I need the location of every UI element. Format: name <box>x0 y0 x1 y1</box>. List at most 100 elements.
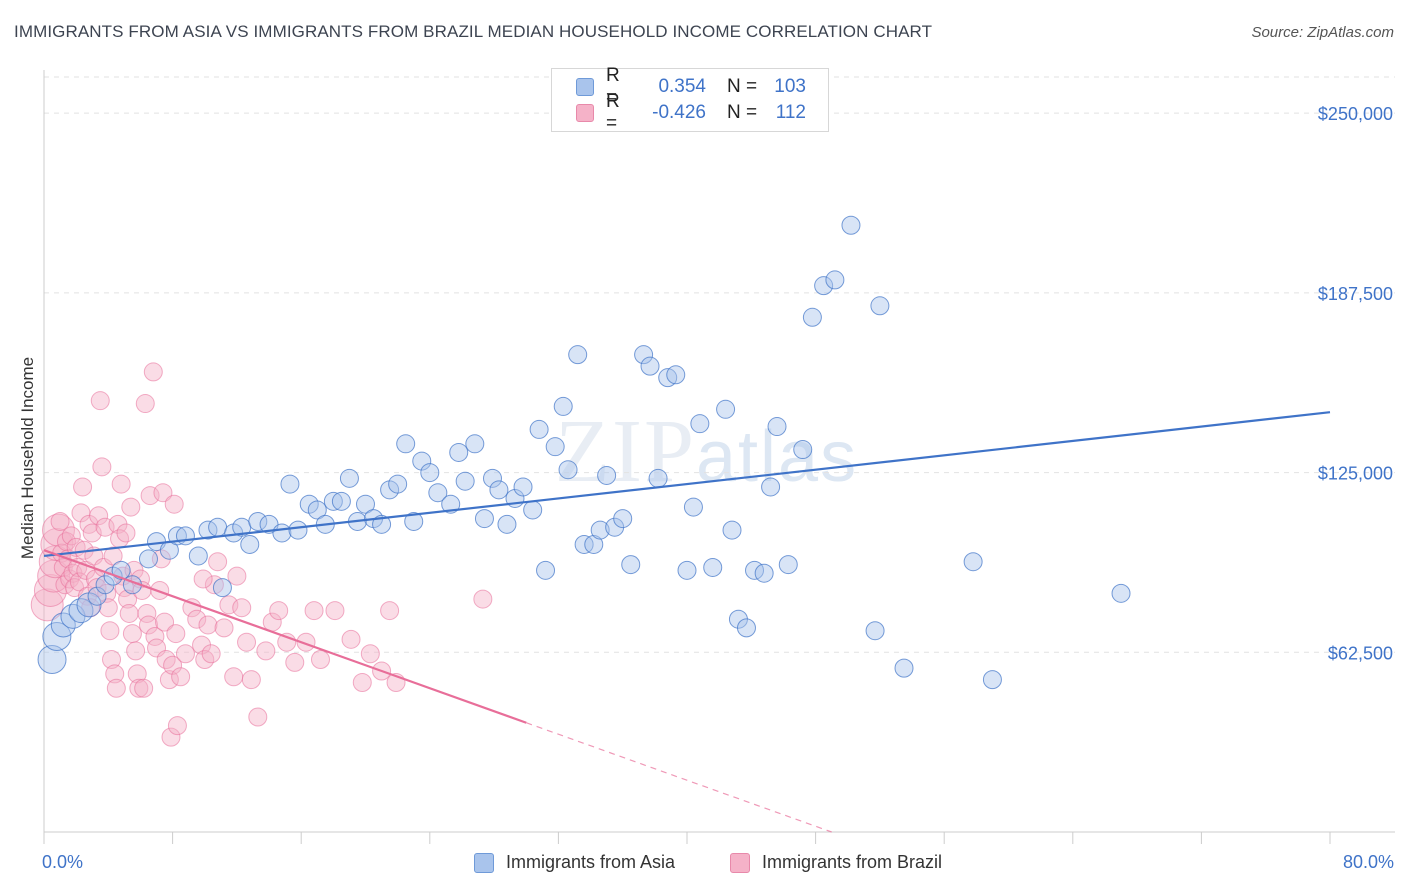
legend-item-brazil[interactable]: Immigrants from Brazil <box>730 852 942 873</box>
brazil-point <box>175 644 195 664</box>
brazil-point <box>119 603 139 623</box>
x-tick-label-max: 80.0% <box>1343 852 1394 872</box>
brazil-legend-label: Immigrants from Brazil <box>762 852 943 872</box>
asia-point <box>621 555 641 575</box>
asia-point <box>716 399 736 419</box>
asia-point <box>331 491 351 511</box>
asia-point <box>963 552 983 572</box>
brazil-point <box>285 652 305 672</box>
asia-point <box>175 526 195 546</box>
brazil-point <box>232 598 252 618</box>
axes <box>43 70 1395 844</box>
brazil-point <box>241 670 261 690</box>
asia-point <box>42 621 72 651</box>
asia-point <box>894 658 914 678</box>
brazil-points <box>30 362 493 747</box>
brazil-n-value: 112 <box>775 102 806 123</box>
asia-point <box>489 480 509 500</box>
asia-point <box>648 468 668 488</box>
brazil-point <box>69 572 89 592</box>
brazil-point <box>227 566 247 586</box>
brazil-point <box>171 667 191 687</box>
brazil-trend-line <box>43 549 527 724</box>
brazil-swatch <box>576 104 594 122</box>
asia-point <box>536 560 556 580</box>
asia-point <box>761 477 781 497</box>
asia-point <box>208 517 228 537</box>
brazil-point <box>116 523 136 543</box>
asia-point <box>248 511 268 531</box>
asia-point <box>441 494 461 514</box>
brazil-point <box>224 667 244 687</box>
brazil-point <box>352 672 372 692</box>
asia-legend-swatch <box>474 852 494 873</box>
asia-point <box>613 509 633 529</box>
asia-point <box>523 500 543 520</box>
brazil-trend-extension <box>526 722 832 833</box>
brazil-legend-swatch <box>730 852 750 873</box>
brazil-point <box>30 588 64 622</box>
brazil-point <box>50 511 70 531</box>
brazil-point <box>166 624 186 644</box>
asia-point <box>449 442 469 462</box>
legend-item-asia[interactable]: Immigrants from Asia <box>474 852 675 873</box>
asia-point <box>690 414 710 434</box>
brazil-point <box>164 494 184 514</box>
asia-point <box>529 419 549 439</box>
asia-point <box>767 417 787 437</box>
asia-point <box>188 546 208 566</box>
asia-point <box>428 483 448 503</box>
brazil-point <box>129 678 149 698</box>
asia-points <box>37 215 1131 690</box>
brazil-point <box>187 609 207 629</box>
brazil-point <box>304 601 324 621</box>
asia-point <box>865 621 885 641</box>
legend-row-brazil: R = -0.426 N = 112 <box>576 91 806 134</box>
source-label[interactable]: Source: ZipAtlas.com <box>1251 24 1394 41</box>
asia-point <box>50 612 76 638</box>
brazil-point <box>118 589 138 609</box>
asia-point <box>240 534 260 554</box>
asia-r-value: 0.354 <box>658 76 706 97</box>
brazil-point <box>61 526 81 546</box>
asia-point <box>666 365 686 385</box>
asia-point <box>388 474 408 494</box>
asia-point <box>455 471 475 491</box>
brazil-point <box>92 457 112 477</box>
series-legend: Immigrants from Asia Immigrants from Bra… <box>0 852 1406 878</box>
brazil-point <box>105 664 125 684</box>
brazil-point <box>198 615 218 635</box>
brazil-point <box>248 707 268 727</box>
tick-labels: $62,500 $125,000 $187,500 $250,000 0.0% 80.0% <box>42 104 1394 872</box>
brazil-point <box>208 552 228 572</box>
asia-point <box>513 477 533 497</box>
asia-point <box>482 468 502 488</box>
brazil-point <box>134 678 154 698</box>
asia-point <box>825 270 845 290</box>
brazil-point <box>325 601 345 621</box>
brazil-point <box>98 598 118 618</box>
y-tick-label: $187,500 <box>1318 284 1393 304</box>
asia-point <box>272 523 292 543</box>
asia-point <box>640 356 660 376</box>
brazil-point <box>103 546 123 566</box>
watermark: ZIPatlas <box>555 400 858 503</box>
brazil-point <box>193 569 213 589</box>
brazil-point <box>269 601 289 621</box>
asia-point <box>736 618 756 638</box>
asia-point <box>778 555 798 575</box>
asia-point <box>841 215 861 235</box>
asia-point <box>870 296 890 316</box>
asia-n-label: N = <box>726 76 758 97</box>
asia-legend-label: Immigrants from Asia <box>506 852 676 872</box>
asia-point <box>307 500 327 520</box>
asia-point <box>396 434 416 454</box>
brazil-point <box>127 664 147 684</box>
asia-point <box>597 465 617 485</box>
asia-point <box>339 468 359 488</box>
asia-point <box>212 578 232 598</box>
asia-point <box>982 670 1002 690</box>
asia-point <box>590 520 610 540</box>
brazil-point <box>310 649 330 669</box>
